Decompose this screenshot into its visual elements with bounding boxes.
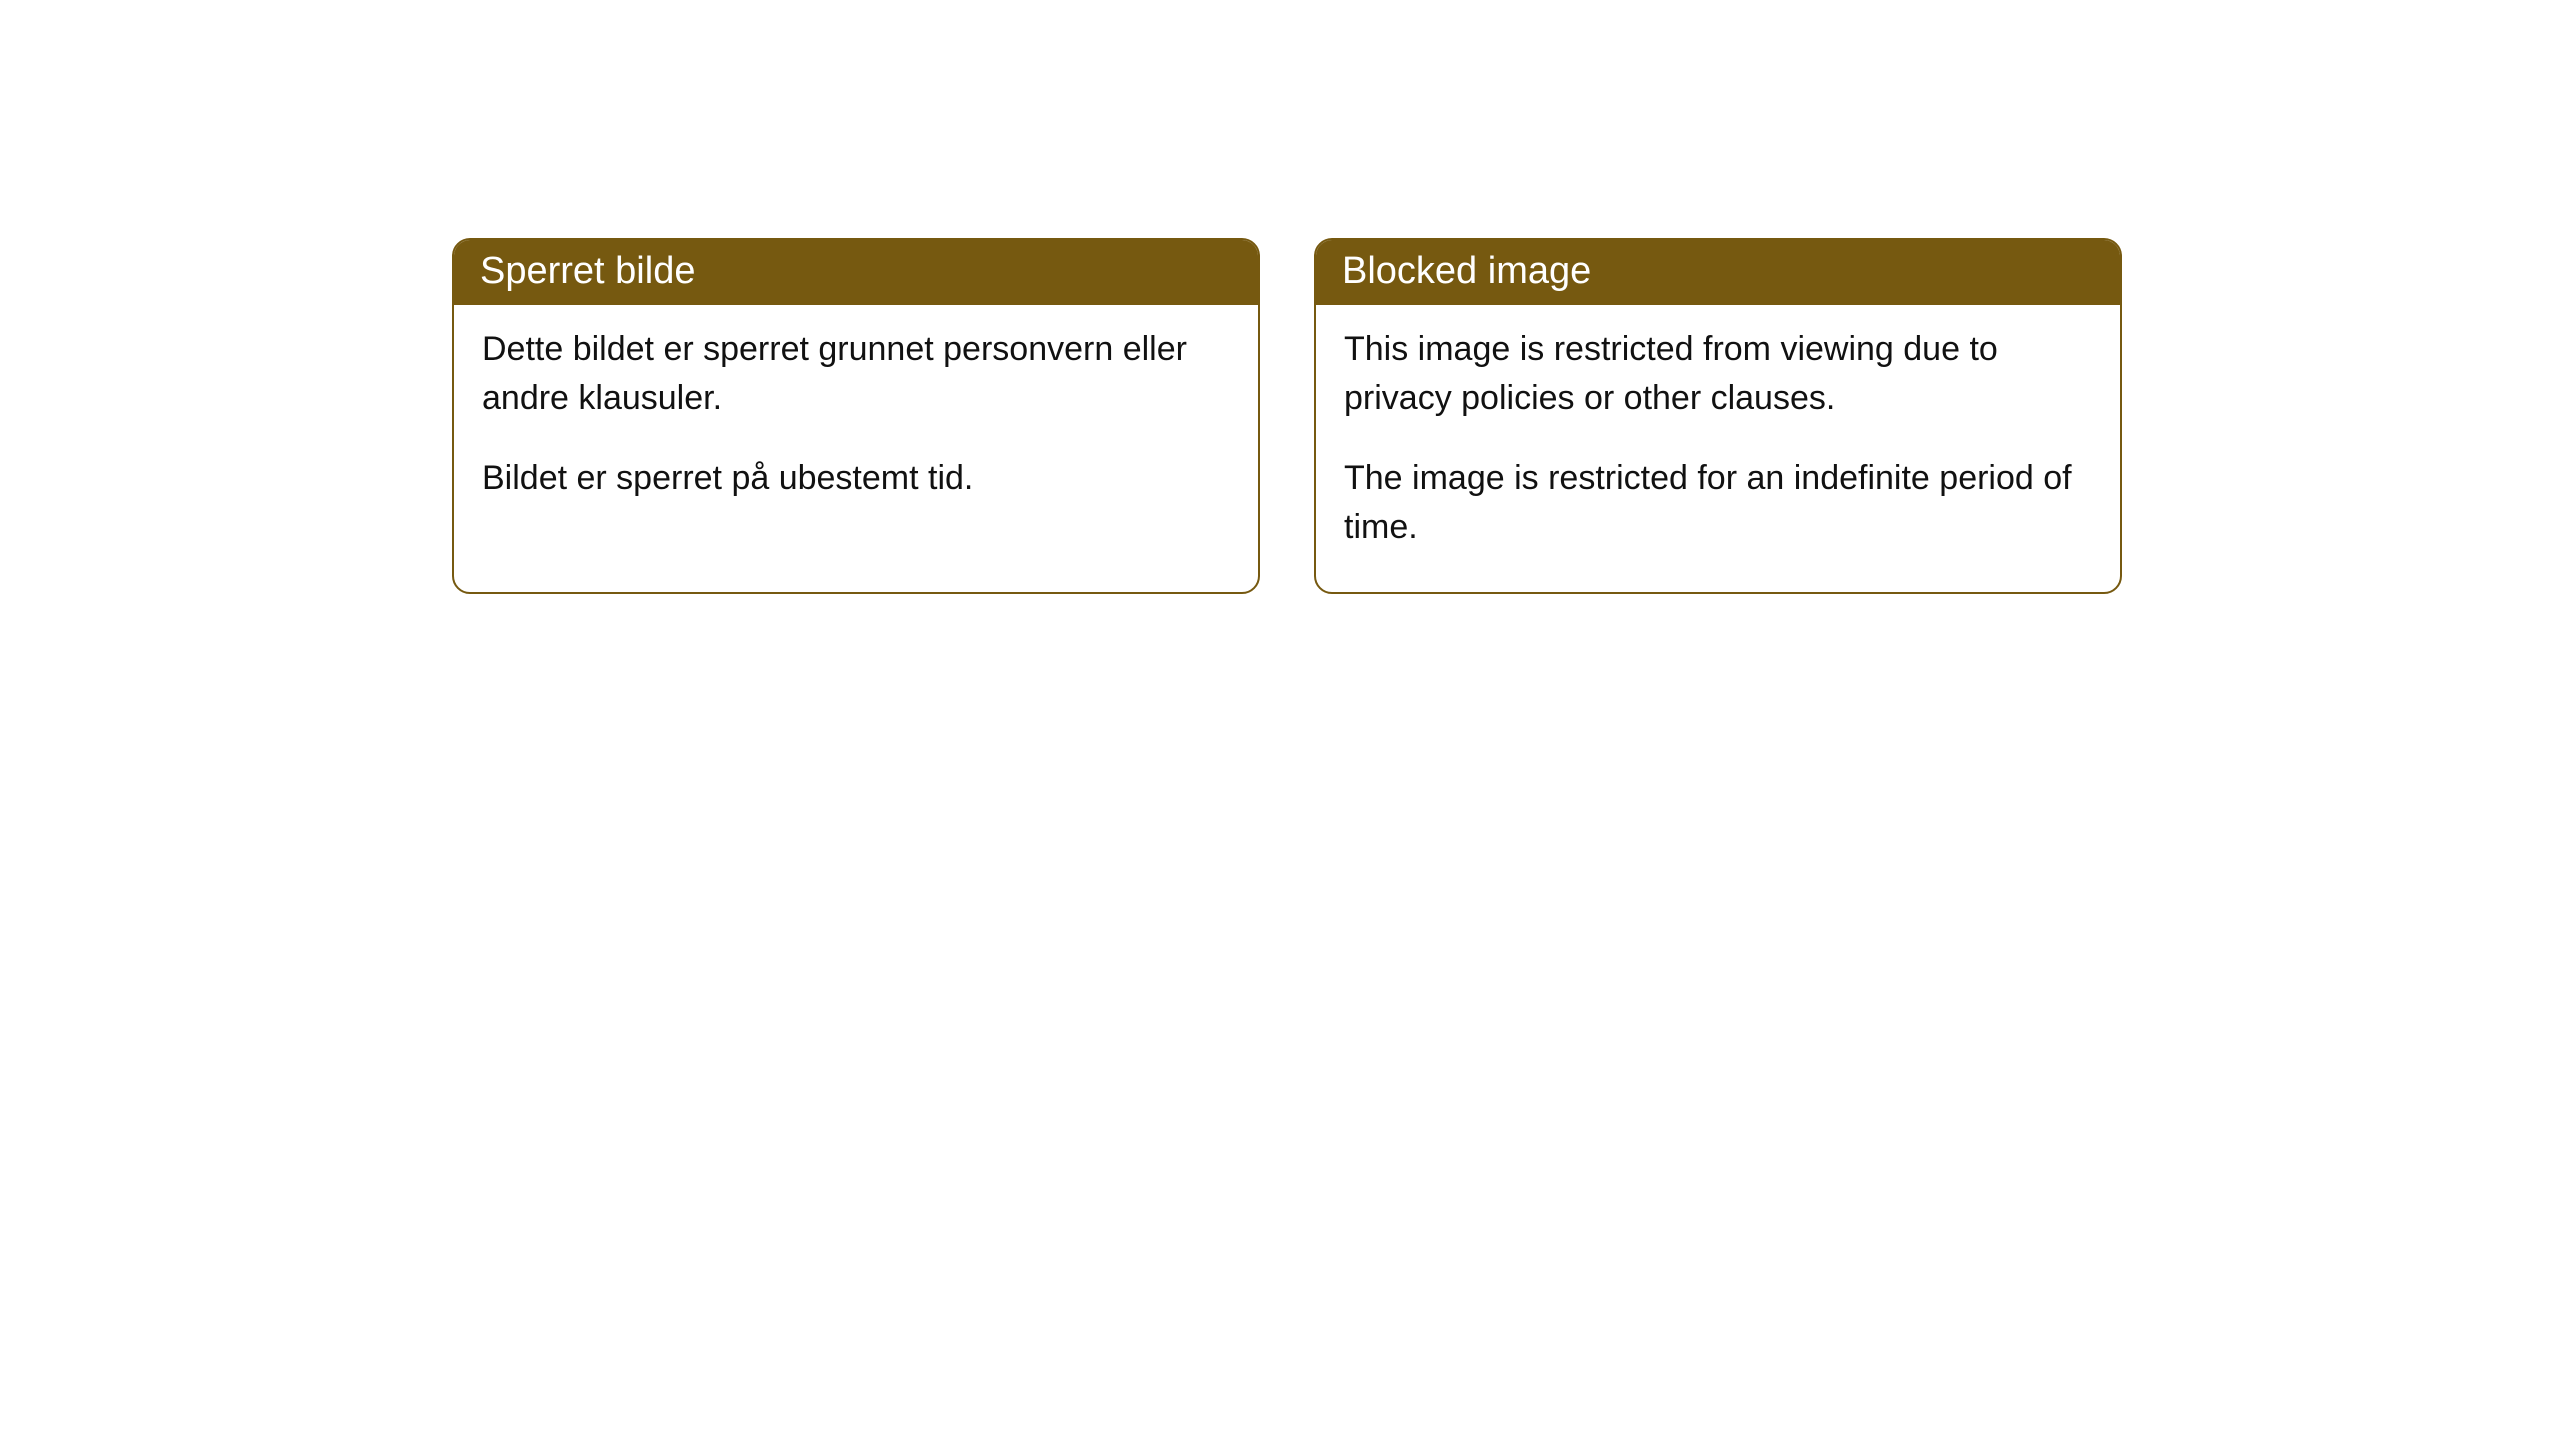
card-paragraph2-norwegian: Bildet er sperret på ubestemt tid.	[482, 454, 1230, 503]
card-paragraph2-english: The image is restricted for an indefinit…	[1344, 454, 2092, 553]
card-title-english: Blocked image	[1342, 250, 1591, 292]
card-paragraph1-english: This image is restricted from viewing du…	[1344, 325, 2092, 424]
card-header-english: Blocked image	[1316, 240, 2120, 305]
card-norwegian: Sperret bilde Dette bildet er sperret gr…	[452, 238, 1260, 594]
card-paragraph1-norwegian: Dette bildet er sperret grunnet personve…	[482, 325, 1230, 424]
card-title-norwegian: Sperret bilde	[480, 250, 695, 292]
card-body-english: This image is restricted from viewing du…	[1316, 305, 2120, 592]
card-body-norwegian: Dette bildet er sperret grunnet personve…	[454, 305, 1258, 543]
cards-container: Sperret bilde Dette bildet er sperret gr…	[452, 238, 2122, 594]
card-header-norwegian: Sperret bilde	[454, 240, 1258, 305]
card-english: Blocked image This image is restricted f…	[1314, 238, 2122, 594]
